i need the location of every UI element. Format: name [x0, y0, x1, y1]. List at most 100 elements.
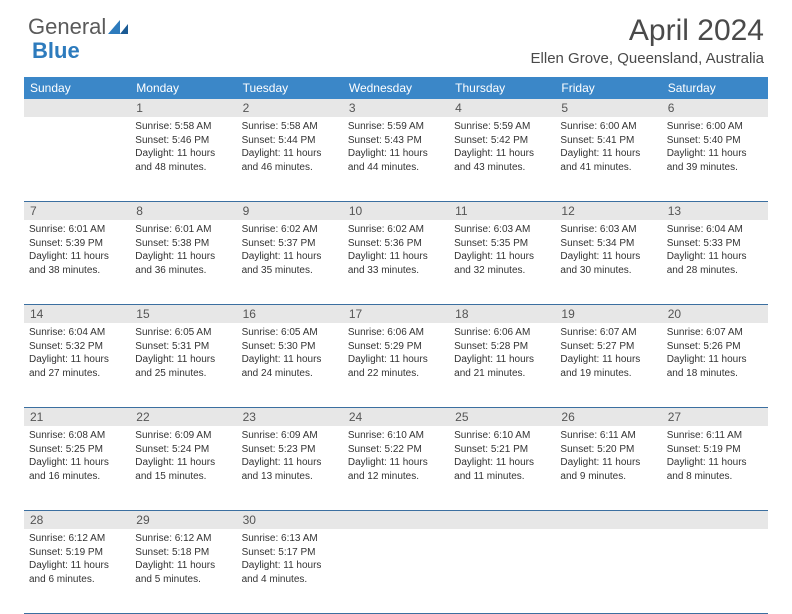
- day-number: 30: [237, 511, 343, 529]
- day-header: Monday: [130, 77, 236, 99]
- sunset-text: Sunset: 5:28 PM: [454, 340, 550, 354]
- day-cell: Sunrise: 6:10 AMSunset: 5:21 PMDaylight:…: [449, 426, 555, 510]
- day-cell: Sunrise: 6:03 AMSunset: 5:34 PMDaylight:…: [555, 220, 661, 304]
- week-row: Sunrise: 6:04 AMSunset: 5:32 PMDaylight:…: [24, 323, 768, 408]
- daylight-text: Daylight: 11 hours and 46 minutes.: [242, 147, 338, 174]
- sunrise-text: Sunrise: 6:07 AM: [560, 326, 656, 340]
- daylight-text: Daylight: 11 hours and 5 minutes.: [135, 559, 231, 586]
- day-cell: Sunrise: 6:12 AMSunset: 5:18 PMDaylight:…: [130, 529, 236, 613]
- day-number: [662, 511, 768, 529]
- day-cell: Sunrise: 6:06 AMSunset: 5:28 PMDaylight:…: [449, 323, 555, 407]
- day-cell: [343, 529, 449, 613]
- sunset-text: Sunset: 5:23 PM: [242, 443, 338, 457]
- daylight-text: Daylight: 11 hours and 43 minutes.: [454, 147, 550, 174]
- sunset-text: Sunset: 5:24 PM: [135, 443, 231, 457]
- sunset-text: Sunset: 5:42 PM: [454, 134, 550, 148]
- day-number: 16: [237, 305, 343, 323]
- sunset-text: Sunset: 5:44 PM: [242, 134, 338, 148]
- day-number: 14: [24, 305, 130, 323]
- sunrise-text: Sunrise: 6:05 AM: [242, 326, 338, 340]
- daynum-row: 282930: [24, 511, 768, 529]
- sunset-text: Sunset: 5:43 PM: [348, 134, 444, 148]
- day-cell: Sunrise: 6:00 AMSunset: 5:40 PMDaylight:…: [662, 117, 768, 201]
- daylight-text: Daylight: 11 hours and 27 minutes.: [29, 353, 125, 380]
- sunset-text: Sunset: 5:30 PM: [242, 340, 338, 354]
- sunset-text: Sunset: 5:18 PM: [135, 546, 231, 560]
- day-cell: Sunrise: 6:08 AMSunset: 5:25 PMDaylight:…: [24, 426, 130, 510]
- day-cell: Sunrise: 5:58 AMSunset: 5:46 PMDaylight:…: [130, 117, 236, 201]
- day-number: [449, 511, 555, 529]
- daylight-text: Daylight: 11 hours and 9 minutes.: [560, 456, 656, 483]
- day-cell: Sunrise: 6:07 AMSunset: 5:26 PMDaylight:…: [662, 323, 768, 407]
- day-number: 24: [343, 408, 449, 426]
- day-number: 12: [555, 202, 661, 220]
- daynum-row: 123456: [24, 99, 768, 117]
- day-number: 22: [130, 408, 236, 426]
- week-row: Sunrise: 6:01 AMSunset: 5:39 PMDaylight:…: [24, 220, 768, 305]
- sunrise-text: Sunrise: 5:58 AM: [242, 120, 338, 134]
- sunrise-text: Sunrise: 6:03 AM: [560, 223, 656, 237]
- sunrise-text: Sunrise: 6:00 AM: [667, 120, 763, 134]
- sunrise-text: Sunrise: 6:13 AM: [242, 532, 338, 546]
- day-cell: Sunrise: 6:11 AMSunset: 5:19 PMDaylight:…: [662, 426, 768, 510]
- sunrise-text: Sunrise: 6:09 AM: [242, 429, 338, 443]
- day-number: 18: [449, 305, 555, 323]
- daynum-row: 78910111213: [24, 202, 768, 220]
- day-header-row: Sunday Monday Tuesday Wednesday Thursday…: [24, 77, 768, 99]
- day-number: 11: [449, 202, 555, 220]
- daylight-text: Daylight: 11 hours and 22 minutes.: [348, 353, 444, 380]
- day-cell: Sunrise: 6:05 AMSunset: 5:30 PMDaylight:…: [237, 323, 343, 407]
- day-number: 8: [130, 202, 236, 220]
- sunset-text: Sunset: 5:38 PM: [135, 237, 231, 251]
- sunrise-text: Sunrise: 6:03 AM: [454, 223, 550, 237]
- sunset-text: Sunset: 5:19 PM: [29, 546, 125, 560]
- day-cell: Sunrise: 6:05 AMSunset: 5:31 PMDaylight:…: [130, 323, 236, 407]
- day-cell: Sunrise: 6:04 AMSunset: 5:33 PMDaylight:…: [662, 220, 768, 304]
- day-number: 21: [24, 408, 130, 426]
- day-cell: Sunrise: 6:02 AMSunset: 5:37 PMDaylight:…: [237, 220, 343, 304]
- sunrise-text: Sunrise: 6:02 AM: [242, 223, 338, 237]
- day-number: 15: [130, 305, 236, 323]
- sunset-text: Sunset: 5:25 PM: [29, 443, 125, 457]
- sunrise-text: Sunrise: 6:01 AM: [135, 223, 231, 237]
- day-cell: Sunrise: 6:11 AMSunset: 5:20 PMDaylight:…: [555, 426, 661, 510]
- sunset-text: Sunset: 5:27 PM: [560, 340, 656, 354]
- day-cell: Sunrise: 6:09 AMSunset: 5:24 PMDaylight:…: [130, 426, 236, 510]
- sunrise-text: Sunrise: 6:01 AM: [29, 223, 125, 237]
- day-number: 3: [343, 99, 449, 117]
- sunrise-text: Sunrise: 6:08 AM: [29, 429, 125, 443]
- daylight-text: Daylight: 11 hours and 44 minutes.: [348, 147, 444, 174]
- day-header: Saturday: [662, 77, 768, 99]
- day-cell: Sunrise: 6:07 AMSunset: 5:27 PMDaylight:…: [555, 323, 661, 407]
- daylight-text: Daylight: 11 hours and 32 minutes.: [454, 250, 550, 277]
- day-cell: Sunrise: 6:06 AMSunset: 5:29 PMDaylight:…: [343, 323, 449, 407]
- day-number: 29: [130, 511, 236, 529]
- day-number: 27: [662, 408, 768, 426]
- day-number: 1: [130, 99, 236, 117]
- day-cell: Sunrise: 6:00 AMSunset: 5:41 PMDaylight:…: [555, 117, 661, 201]
- day-number: [24, 99, 130, 117]
- sunrise-text: Sunrise: 6:04 AM: [667, 223, 763, 237]
- day-cell: [662, 529, 768, 613]
- sunrise-text: Sunrise: 6:11 AM: [667, 429, 763, 443]
- sunrise-text: Sunrise: 6:02 AM: [348, 223, 444, 237]
- sunrise-text: Sunrise: 6:05 AM: [135, 326, 231, 340]
- sunrise-text: Sunrise: 6:09 AM: [135, 429, 231, 443]
- page-title: April 2024: [531, 14, 764, 48]
- day-number: 13: [662, 202, 768, 220]
- day-number: 6: [662, 99, 768, 117]
- sunset-text: Sunset: 5:22 PM: [348, 443, 444, 457]
- sunset-text: Sunset: 5:36 PM: [348, 237, 444, 251]
- sunset-text: Sunset: 5:32 PM: [29, 340, 125, 354]
- logo-line2: Blue: [32, 38, 80, 64]
- day-cell: Sunrise: 6:09 AMSunset: 5:23 PMDaylight:…: [237, 426, 343, 510]
- header: General April 2024 Ellen Grove, Queensla…: [0, 0, 792, 67]
- weeks-container: 123456Sunrise: 5:58 AMSunset: 5:46 PMDay…: [24, 99, 768, 614]
- daylight-text: Daylight: 11 hours and 25 minutes.: [135, 353, 231, 380]
- day-cell: Sunrise: 5:58 AMSunset: 5:44 PMDaylight:…: [237, 117, 343, 201]
- sunrise-text: Sunrise: 6:00 AM: [560, 120, 656, 134]
- daylight-text: Daylight: 11 hours and 12 minutes.: [348, 456, 444, 483]
- day-number: [555, 511, 661, 529]
- day-number: 26: [555, 408, 661, 426]
- logo-mark-icon: [108, 14, 128, 28]
